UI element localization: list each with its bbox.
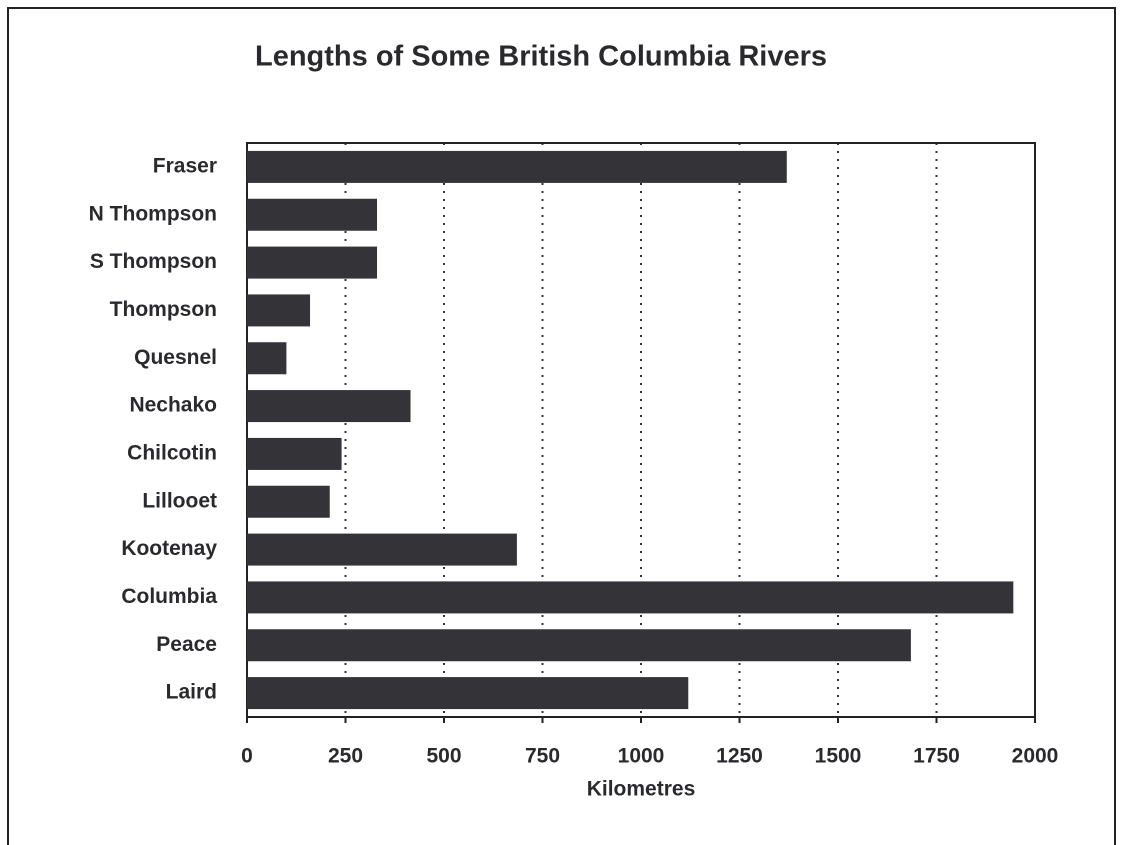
bar bbox=[247, 150, 787, 183]
y-tick-label: Chilcotin bbox=[127, 441, 217, 464]
bar bbox=[247, 629, 911, 662]
x-tick-label: 1500 bbox=[815, 745, 862, 768]
bar bbox=[247, 198, 378, 231]
y-tick-label: Thompson bbox=[110, 298, 217, 321]
page-frame bbox=[7, 7, 1116, 845]
x-axis-label: Kilometres bbox=[587, 778, 696, 801]
y-tick-label: S Thompson bbox=[90, 250, 217, 273]
bar bbox=[247, 390, 411, 423]
x-tick-label: 500 bbox=[426, 745, 461, 768]
chart-title: Lengths of Some British Columbia Rivers bbox=[255, 41, 827, 73]
x-tick-label: 250 bbox=[328, 745, 363, 768]
y-tick-label: Fraser bbox=[153, 154, 217, 177]
x-tick-label: 1000 bbox=[618, 745, 665, 768]
bar bbox=[247, 246, 378, 279]
bar bbox=[247, 677, 689, 710]
x-tick-label: 1250 bbox=[716, 745, 763, 768]
y-tick-label: Kootenay bbox=[121, 537, 217, 560]
y-tick-label: N Thompson bbox=[89, 202, 217, 225]
x-tick-label: 750 bbox=[525, 745, 560, 768]
y-tick-label: Nechako bbox=[129, 394, 217, 417]
x-tick-label: 2000 bbox=[1012, 745, 1059, 768]
plot-frame bbox=[246, 142, 1036, 718]
bar bbox=[247, 437, 342, 470]
bar bbox=[247, 294, 311, 327]
x-tick-label: 0 bbox=[241, 745, 253, 768]
y-tick-label: Peace bbox=[156, 633, 217, 656]
y-tick-label: Quesnel bbox=[134, 346, 217, 369]
bar bbox=[247, 342, 287, 375]
bar bbox=[247, 485, 330, 518]
bar bbox=[247, 533, 517, 566]
x-tick-label: 1750 bbox=[913, 745, 960, 768]
y-tick-label: Lillooet bbox=[142, 489, 217, 512]
y-tick-label: Laird bbox=[166, 681, 217, 704]
y-tick-label: Columbia bbox=[121, 585, 217, 608]
bar bbox=[247, 581, 1014, 614]
